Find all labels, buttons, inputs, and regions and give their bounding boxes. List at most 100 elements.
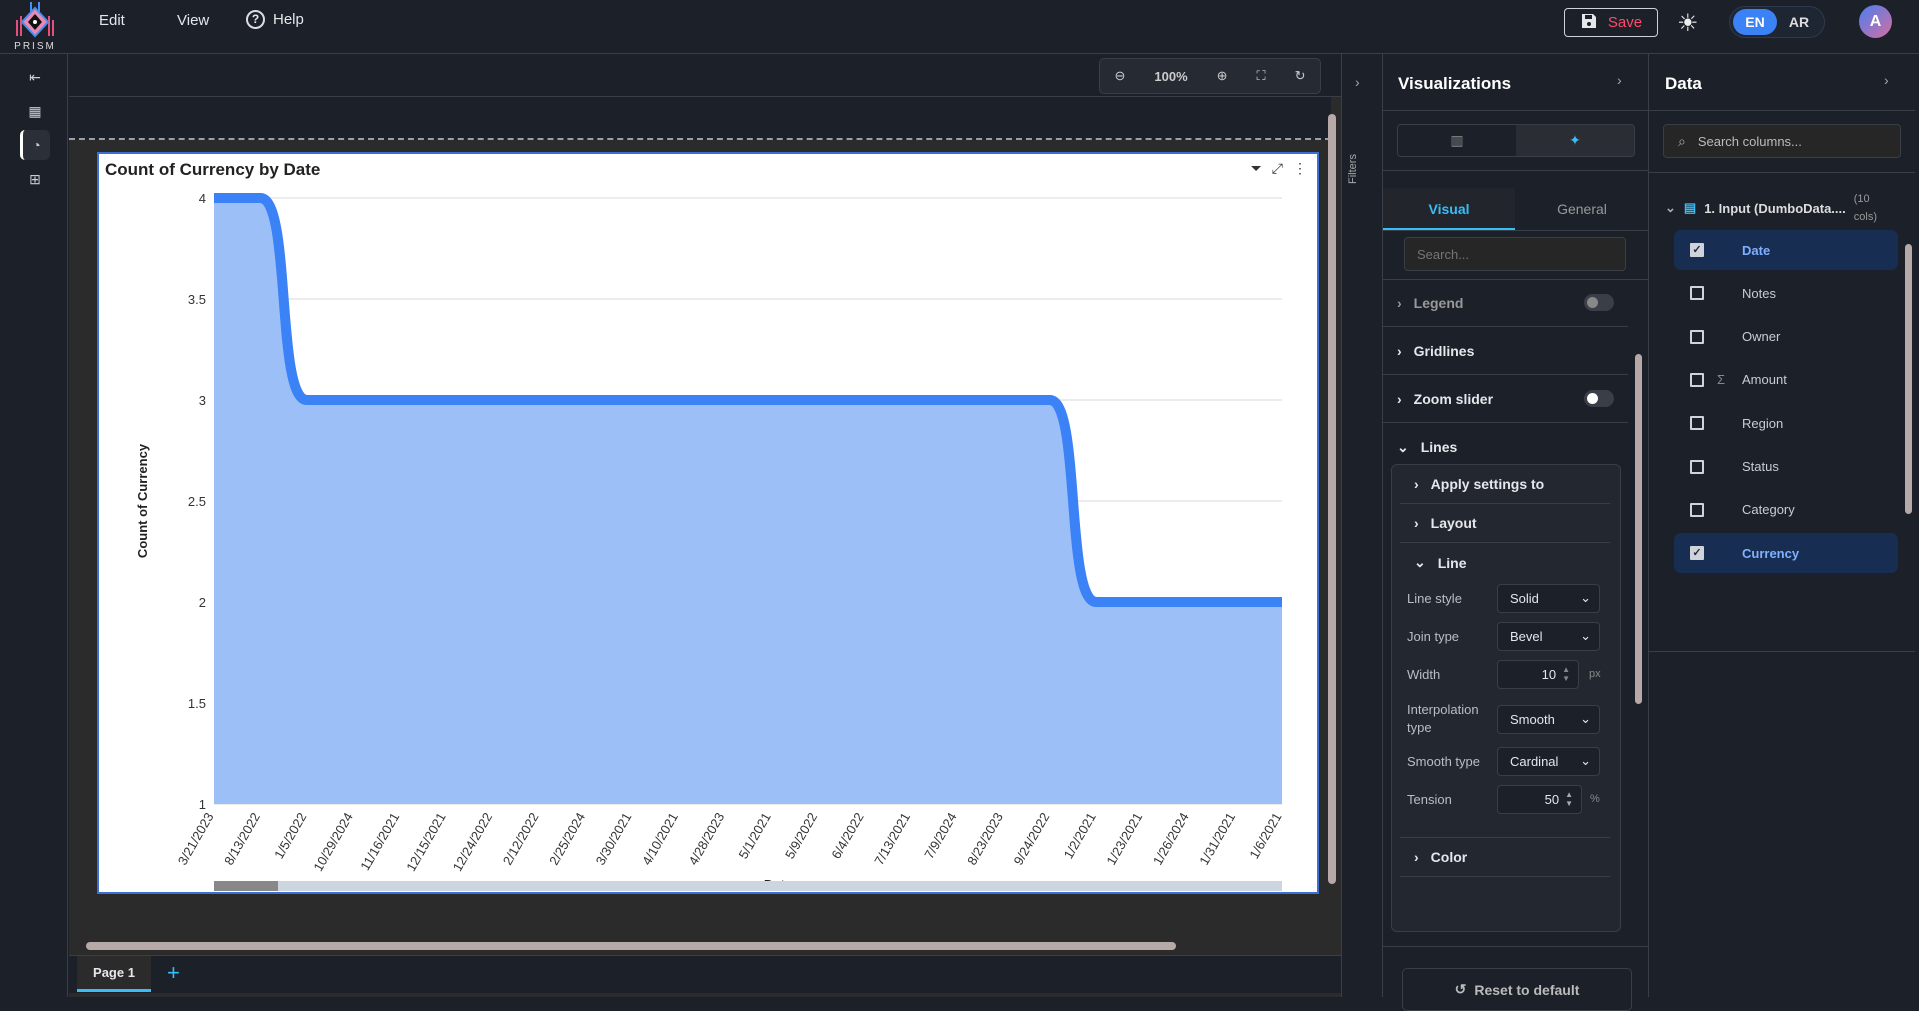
magic-wand-icon[interactable]: ✦ <box>1516 125 1634 156</box>
floppy-disk-icon <box>1580 12 1598 34</box>
chart-card[interactable]: Count of Currency by Date ⏷ ⤢ ⋮ 1 1.5 2 2.5… <box>97 152 1319 894</box>
checkbox[interactable]: ✓ <box>1690 546 1704 561</box>
stepper-arrows-icon[interactable]: ▲ ▼ <box>1565 790 1573 808</box>
theme-sun-icon[interactable]: ☀ <box>1677 10 1699 37</box>
x-tick-label: 5/9/2022 <box>782 810 820 861</box>
x-tick-label: 8/23/2023 <box>964 810 1006 868</box>
section-zoom-slider[interactable]: › Zoom slider <box>1383 375 1628 423</box>
interpolation-row: Interpolation type Smooth ⌄ <box>1407 697 1617 741</box>
join-type-select[interactable]: Bevel ⌄ <box>1497 621 1600 651</box>
fit-screen-icon[interactable]: ⛶ <box>1256 68 1266 83</box>
x-tick-label: 1/23/2021 <box>1103 810 1145 868</box>
lang-en[interactable]: EN <box>1733 9 1777 35</box>
legend-toggle[interactable] <box>1584 294 1614 311</box>
tab-general[interactable]: General <box>1557 201 1607 217</box>
width-label: Width <box>1407 666 1441 682</box>
tab-page-1[interactable]: Page 1 <box>77 956 151 992</box>
chevron-right-icon[interactable]: › <box>1884 72 1889 88</box>
filter-icon[interactable]: ⏷ <box>1250 160 1262 176</box>
hierarchy-icon[interactable]: ⊞ <box>29 170 41 187</box>
column-item-region[interactable]: Region <box>1674 403 1898 443</box>
collapse-icon[interactable]: ⇤ <box>29 68 41 85</box>
tab-visual[interactable]: Visual <box>1383 188 1515 230</box>
menu-help[interactable]: ? Help <box>246 10 304 29</box>
checkbox[interactable] <box>1690 502 1704 517</box>
color-section[interactable]: › Color <box>1400 837 1610 877</box>
data-source-item[interactable]: ⌄ ▤ 1. Input (DumboData.... (10 cols) <box>1665 190 1905 226</box>
reset-to-default-button[interactable]: ↺ Reset to default <box>1402 968 1632 1011</box>
avatar[interactable]: A <box>1859 5 1892 38</box>
prism-logo[interactable]: PRISM <box>12 2 58 52</box>
chevron-right-icon[interactable]: › <box>1355 74 1360 90</box>
zoom-slider-toggle[interactable] <box>1584 390 1614 407</box>
filters-strip[interactable]: › Filters <box>1341 54 1383 997</box>
more-options-icon[interactable]: ⋮ <box>1293 160 1307 176</box>
smooth-type-select[interactable]: Cardinal ⌄ <box>1497 746 1600 776</box>
checkbox[interactable] <box>1690 459 1704 474</box>
section-legend[interactable]: › Legend <box>1383 279 1628 327</box>
top-header: PRISM Edit View ? Help Save ☀ EN AR A <box>0 0 1919 54</box>
search-columns-placeholder: Search columns... <box>1697 133 1802 149</box>
section-gridlines[interactable]: › Gridlines <box>1383 327 1628 375</box>
expand-icon[interactable]: ⤢ <box>1271 160 1283 176</box>
checkbox[interactable]: ✓ <box>1690 243 1704 257</box>
reset-zoom-icon[interactable]: ↻ <box>1294 68 1306 83</box>
x-tick-label: 8/13/2022 <box>221 810 263 868</box>
layout-section[interactable]: › Layout <box>1400 504 1610 543</box>
page-header-band <box>69 97 1331 140</box>
apply-label: Apply settings to <box>1430 476 1545 492</box>
apply-settings-section[interactable]: › Apply settings to <box>1400 465 1610 504</box>
lines-settings-box: › Apply settings to › Layout ⌄ Line Line st… <box>1391 464 1621 932</box>
tension-value: 50 <box>1544 791 1560 807</box>
column-name: Date <box>1742 242 1771 258</box>
visual-search-input[interactable] <box>1404 237 1626 271</box>
menu-edit[interactable]: Edit <box>99 12 125 29</box>
data-panel-scrollbar[interactable] <box>1905 234 1912 634</box>
chart-title: Count of Currency by Date <box>105 160 321 179</box>
canvas-horizontal-scrollbar[interactable] <box>74 940 1324 952</box>
smooth-type-label: Smooth type <box>1407 753 1480 769</box>
viz-panel-scrollbar[interactable] <box>1635 284 1642 934</box>
checkbox[interactable] <box>1690 372 1704 387</box>
x-tick-label: 12/24/2022 <box>450 810 496 874</box>
search-columns-input[interactable]: ⌕ Search columns... <box>1663 124 1901 158</box>
save-button[interactable]: Save <box>1564 8 1658 37</box>
line-style-value: Solid <box>1510 590 1539 606</box>
width-stepper[interactable]: 10 ▲ ▼ <box>1497 659 1579 689</box>
column-item-currency[interactable]: ✓ Currency <box>1674 533 1898 574</box>
checkbox[interactable] <box>1690 286 1704 301</box>
chevron-down-icon: ⌄ <box>1580 753 1591 768</box>
chevron-right-icon[interactable]: › <box>1617 72 1622 88</box>
stepper-arrows-icon[interactable]: ▲ ▼ <box>1562 665 1570 683</box>
language-toggle[interactable]: EN AR <box>1729 6 1825 38</box>
column-item-status[interactable]: Status <box>1674 447 1898 487</box>
zoom-in-icon[interactable]: ⊕ <box>1216 68 1228 83</box>
zoom-slider-label: Zoom slider <box>1413 390 1494 407</box>
column-item-category[interactable]: Category <box>1674 490 1898 530</box>
menu-view[interactable]: View <box>177 12 210 29</box>
tension-stepper[interactable]: 50 ▲ ▼ <box>1497 784 1582 814</box>
line-section[interactable]: ⌄ Line <box>1414 554 1467 571</box>
checkbox[interactable] <box>1690 329 1704 344</box>
interpolation-select[interactable]: Smooth ⌄ <box>1497 704 1600 734</box>
join-type-value: Bevel <box>1510 628 1543 644</box>
canvas-vertical-scrollbar[interactable] <box>1327 100 1337 938</box>
bar-chart-icon[interactable]: ▥ <box>1450 132 1464 148</box>
column-item-amount[interactable]: Σ Amount <box>1674 360 1898 400</box>
chart-scrollbar-thumb[interactable] <box>214 881 278 891</box>
lang-ar[interactable]: AR <box>1788 14 1810 30</box>
chart-scrollbar-track[interactable] <box>214 881 1282 891</box>
line-style-select[interactable]: Solid ⌄ <box>1497 583 1600 613</box>
zoom-out-icon[interactable]: ⊖ <box>1114 68 1126 83</box>
add-page-icon[interactable]: + <box>167 960 180 985</box>
checkbox[interactable] <box>1690 416 1704 431</box>
column-item-owner[interactable]: Owner <box>1674 317 1898 357</box>
layout-icon[interactable]: ▦ <box>28 102 42 119</box>
column-item-date[interactable]: ✓ Date <box>1674 230 1898 270</box>
column-item-notes[interactable]: Notes <box>1674 273 1898 313</box>
help-label: Help <box>273 11 304 28</box>
chart-pie-icon[interactable]: ◔ <box>20 130 50 160</box>
y-tick-label: 3.5 <box>188 292 206 307</box>
section-lines[interactable]: ⌄ Lines <box>1383 423 1628 471</box>
tension-label: Tension <box>1407 791 1452 807</box>
